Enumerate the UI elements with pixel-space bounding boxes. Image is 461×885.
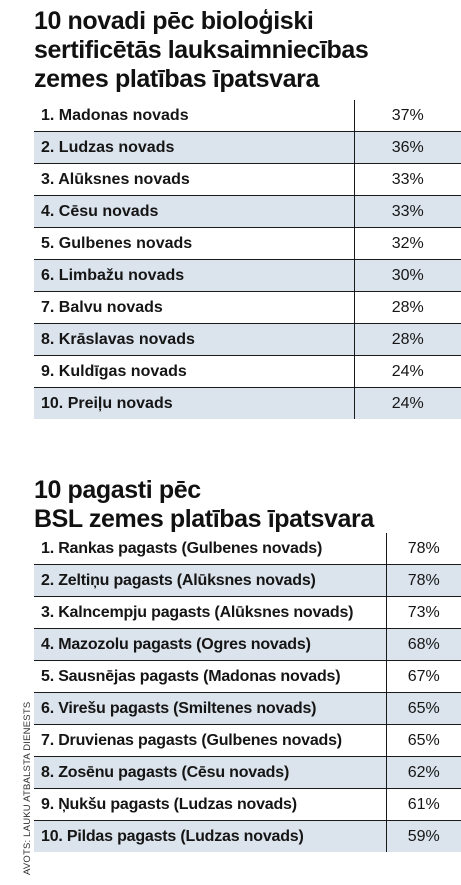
pagasti-ranking-table: 1. Rankas pagasts (Gulbenes novads) 78% 2…: [34, 533, 461, 852]
pagasts-share: 59%: [385, 820, 461, 852]
pagasts-name: 1. Rankas pagasts (Gulbenes novads): [41, 539, 323, 557]
table-row: 5. Gulbenes novads 32%: [34, 227, 461, 260]
novads-share: 36%: [353, 131, 461, 164]
novads-share: 28%: [353, 323, 461, 356]
novads-name: 5. Gulbenes novads: [34, 227, 354, 260]
table-row: 6. Limbažu novads 30%: [34, 259, 461, 292]
table-row: 3. Alūksnes novads 33%: [34, 163, 461, 196]
table-row: 10. Pildas pagasts (Ludzas novads) 59%: [34, 820, 461, 852]
pagasts-share: 62%: [385, 756, 461, 789]
pagasts-share: 61%: [385, 788, 461, 821]
table-row: 1. Madonas novads 37%: [34, 100, 461, 132]
table-row: 4. Mazozolu pagasts (Ogres novads) 68%: [34, 628, 461, 661]
novads-share: 24%: [353, 355, 461, 388]
pagasts-share: 65%: [385, 724, 461, 757]
novadi-title-line: sertificētās lauksaimniecības: [34, 36, 369, 64]
table-row: 8. Krāslavas novads 28%: [34, 323, 461, 356]
pagasts-name: 9. Ņukšu pagasts (Ludzas novads): [34, 788, 386, 821]
novads-share: 33%: [353, 163, 461, 196]
pagasts-name: 6. Virešu pagasts (Smiltenes novads): [34, 692, 386, 725]
novads-share: 24%: [353, 387, 461, 419]
pagasts-name: 7. Druvienas pagasts (Gulbenes novads): [34, 724, 386, 757]
table-row: 9. Kuldīgas novads 24%: [34, 355, 461, 388]
pagasts-name: 2. Zeltiņu pagasts (Alūksnes novads): [34, 564, 386, 597]
table-row: 1. Rankas pagasts (Gulbenes novads) 78%: [34, 533, 461, 565]
pagasts-name: 8. Zosēnu pagasts (Cēsu novads): [34, 756, 386, 789]
novads-name: 6. Limbažu novads: [34, 259, 354, 292]
novadi-title-line: zemes platības īpatsvara: [34, 65, 319, 93]
novads-share: 37%: [353, 100, 461, 132]
pagasts-share: 73%: [385, 596, 461, 629]
novadi-ranking-table: 1. Madonas novads 37% 2. Ludzas novads 36%…: [34, 100, 461, 419]
pagasts-name: 5. Sausnējas pagasts (Madonas novads): [34, 660, 386, 693]
table-row: 7. Balvu novads 28%: [34, 291, 461, 324]
novads-name: 2. Ludzas novads: [34, 131, 354, 164]
table-row: 3. Kalncempju pagasts (Alūksnes novads) 7…: [34, 596, 461, 629]
novads-share: 32%: [353, 227, 461, 260]
table-row: 2. Zeltiņu pagasts (Alūksnes novads) 78%: [34, 564, 461, 597]
table-row: 6. Virešu pagasts (Smiltenes novads) 65%: [34, 692, 461, 725]
novads-name: 8. Krāslavas novads: [34, 323, 354, 356]
pagasts-share: 67%: [385, 660, 461, 693]
pagasts-name: 10. Pildas pagasts (Ludzas novads): [34, 820, 386, 852]
table-row: 4. Cēsu novads 33%: [34, 195, 461, 228]
pagasts-share: 68%: [385, 628, 461, 661]
novads-name: 9. Kuldīgas novads: [34, 355, 354, 388]
novads-name: 7. Balvu novads: [34, 291, 354, 324]
novads-name: 1. Madonas novads: [41, 106, 189, 124]
table-row: 7. Druvienas pagasts (Gulbenes novads) 65…: [34, 724, 461, 757]
table-row: 2. Ludzas novads 36%: [34, 131, 461, 164]
pagasti-table-title: 10 pagasti pēc BSL zemes platības īpatsv…: [34, 476, 374, 534]
novadi-title-line: 10 novadi pēc bioloģiski: [34, 7, 314, 35]
table-row: 9. Ņukšu pagasts (Ludzas novads) 61%: [34, 788, 461, 821]
novads-share: 33%: [353, 195, 461, 228]
novads-name: 10. Preiļu novads: [34, 387, 354, 419]
table-row: 10. Preiļu novads 24%: [34, 387, 461, 419]
pagasti-title-line: 10 pagasti pēc: [34, 476, 201, 504]
pagasts-name: 3. Kalncempju pagasts (Alūksnes novads): [34, 596, 386, 629]
pagasts-share: 78%: [385, 533, 461, 565]
novads-share: 30%: [353, 259, 461, 292]
table-row: 5. Sausnējas pagasts (Madonas novads) 67%: [34, 660, 461, 693]
novads-share: 28%: [353, 291, 461, 324]
pagasts-share: 78%: [385, 564, 461, 597]
pagasts-name: 4. Mazozolu pagasts (Ogres novads): [34, 628, 386, 661]
source-credit: AVOTS: LAUKU ATBALSTA DIENESTS: [22, 701, 33, 875]
novads-name: 4. Cēsu novads: [34, 195, 354, 228]
table-row: 8. Zosēnu pagasts (Cēsu novads) 62%: [34, 756, 461, 789]
pagasts-share: 65%: [385, 692, 461, 725]
novads-name: 3. Alūksnes novads: [34, 163, 354, 196]
pagasti-title-line: BSL zemes platības īpatsvara: [34, 505, 374, 533]
novadi-table-title: 10 novadi pēc bioloģiski sertificētās la…: [34, 7, 369, 94]
